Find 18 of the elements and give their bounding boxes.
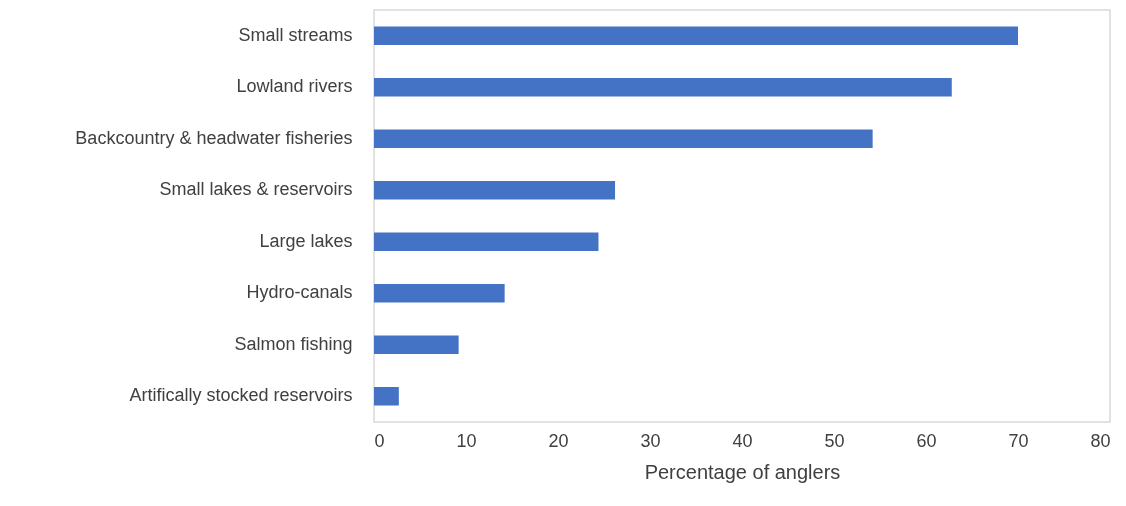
y-tick-label: Large lakes: [259, 230, 353, 251]
x-tick-label: 10: [456, 430, 477, 451]
x-tick-label: 70: [1008, 430, 1029, 451]
y-tick-label: Lowland rivers: [236, 76, 353, 97]
x-tick-label: 30: [640, 430, 661, 451]
x-tick-label: 60: [916, 430, 937, 451]
x-axis-title: Percentage of anglers: [644, 460, 841, 483]
x-tick-label: 20: [548, 430, 569, 451]
x-tick-label: 80: [1090, 430, 1111, 451]
x-tick-label: 0: [374, 430, 385, 451]
y-tick-label: Artifically stocked reservoirs: [129, 385, 353, 406]
x-tick-label: 40: [732, 430, 753, 451]
y-tick-label: Small lakes & reservoirs: [159, 179, 353, 200]
y-tick-label: Backcountry & headwater fisheries: [75, 127, 353, 148]
y-tick-label: Hydro-canals: [246, 282, 353, 303]
y-tick-label: Small streams: [238, 24, 353, 45]
x-tick-label: 50: [824, 430, 845, 451]
y-tick-label: Salmon fishing: [234, 333, 353, 354]
